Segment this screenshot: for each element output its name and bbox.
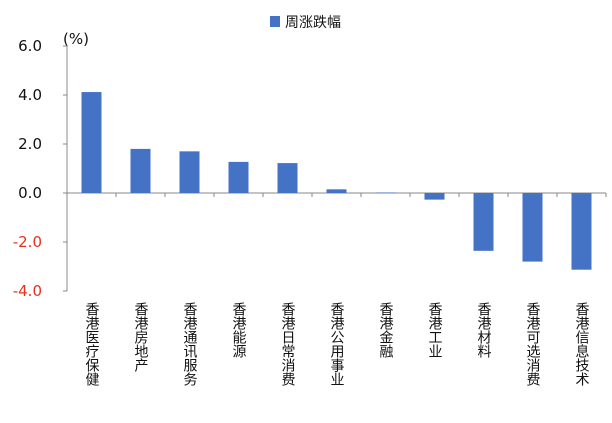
y-tick-label: -2.0: [13, 233, 42, 251]
legend: 周涨跌幅: [270, 15, 341, 31]
y-tick-label: -4.0: [13, 282, 42, 300]
x-category-label: 香港通讯服务: [182, 302, 198, 386]
bar: [130, 148, 151, 193]
bar: [228, 161, 249, 193]
x-category-label: 香港可选消费: [525, 302, 541, 386]
y-axis-unit-label: (%): [63, 30, 89, 48]
bar: [375, 192, 396, 194]
x-category-label: 香港房地产: [133, 302, 149, 373]
y-axis: 6.0 4.0 2.0 0.0 -2.0 -4.0: [13, 37, 68, 300]
bar: [571, 193, 592, 270]
y-tick-label: 0.0: [18, 184, 42, 202]
x-category-label: 香港能源: [231, 302, 247, 358]
bar: [277, 163, 298, 193]
y-tick-label: 6.0: [18, 37, 42, 55]
bar: [179, 151, 200, 193]
x-category-label: 香港公用事业: [329, 302, 345, 386]
bar: [326, 189, 347, 193]
bar: [424, 193, 445, 200]
y-tick-label: 2.0: [18, 135, 42, 153]
legend-label: 周涨跌幅: [285, 15, 341, 31]
x-category-label: 香港医疗保健: [84, 302, 100, 387]
y-tick-label: 4.0: [18, 86, 42, 104]
category-labels: 香港医疗保健 香港房地产 香港通讯服务 香港能源 香港日常消费 香港公用事业 香港金融 香港工…: [84, 302, 590, 387]
x-category-label: 香港信息技术: [574, 302, 590, 386]
x-category-label: 香港工业: [427, 302, 443, 358]
legend-swatch: [270, 16, 280, 27]
x-category-label: 香港材料: [476, 302, 492, 358]
x-category-label: 香港金融: [378, 302, 394, 358]
bar: [473, 193, 494, 251]
bar: [81, 92, 102, 193]
x-category-label: 香港日常消费: [280, 302, 296, 386]
bar: [522, 193, 543, 262]
bars: [81, 92, 592, 270]
